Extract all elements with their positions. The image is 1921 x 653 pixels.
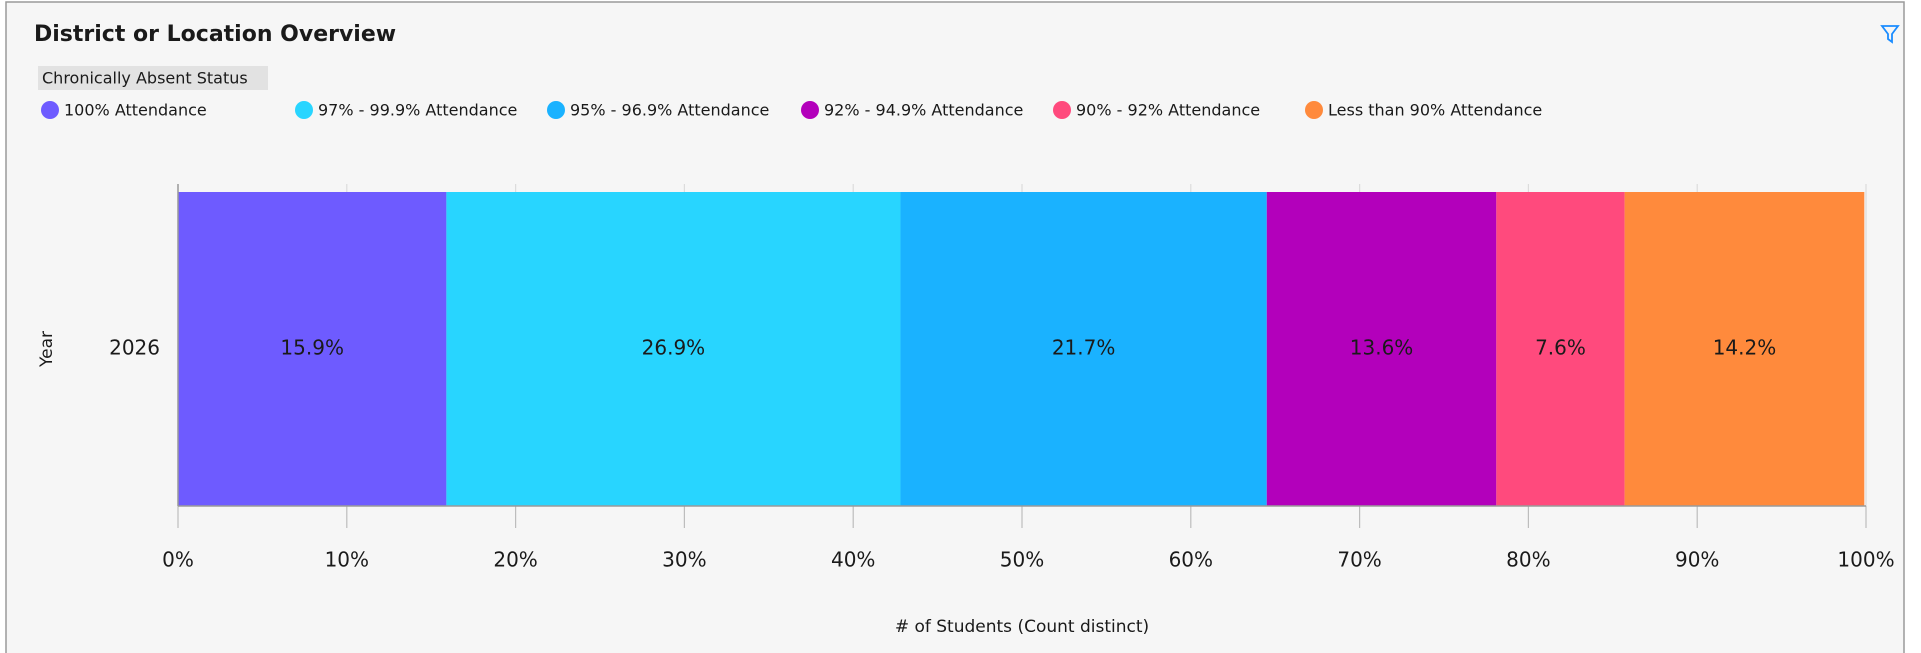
x-tick-label: 40% bbox=[831, 548, 875, 572]
legend-swatch bbox=[1053, 101, 1071, 119]
x-tick-label: 80% bbox=[1506, 548, 1550, 572]
x-axis-title: # of Students (Count distinct) bbox=[895, 617, 1149, 637]
legend-label: 100% Attendance bbox=[64, 101, 207, 120]
x-tick-label: 70% bbox=[1337, 548, 1381, 572]
filter-icon[interactable] bbox=[1880, 25, 1900, 44]
data-label: 15.9% bbox=[280, 336, 344, 360]
x-tick-label: 30% bbox=[662, 548, 706, 572]
legend-swatch bbox=[801, 101, 819, 119]
x-tick-label: 10% bbox=[325, 548, 369, 572]
legend-label: 92% - 94.9% Attendance bbox=[824, 101, 1023, 120]
x-tick-label: 100% bbox=[1837, 548, 1894, 572]
legend-label: 97% - 99.9% Attendance bbox=[318, 101, 517, 120]
legend-label: 95% - 96.9% Attendance bbox=[570, 101, 769, 120]
data-label: 7.6% bbox=[1535, 336, 1586, 360]
x-tick-label: 50% bbox=[1000, 548, 1044, 572]
x-tick-label: 90% bbox=[1675, 548, 1719, 572]
x-tick-label: 60% bbox=[1169, 548, 1213, 572]
bar-segment bbox=[178, 192, 447, 506]
legend-title-bg bbox=[38, 66, 268, 90]
bar-segment bbox=[1496, 192, 1625, 506]
data-label: 26.9% bbox=[642, 336, 706, 360]
data-label: 13.6% bbox=[1350, 336, 1414, 360]
legend-label: Less than 90% Attendance bbox=[1328, 101, 1542, 120]
legend-swatch bbox=[41, 101, 59, 119]
x-tick-label: 20% bbox=[493, 548, 537, 572]
y-axis-title: Year bbox=[37, 331, 57, 368]
data-label: 21.7% bbox=[1052, 336, 1116, 360]
bar-segment bbox=[900, 192, 1267, 506]
x-tick-label: 0% bbox=[162, 548, 194, 572]
filter-icon-path[interactable] bbox=[1880, 25, 1900, 44]
chart-title: District or Location Overview bbox=[34, 22, 396, 47]
bar-segment bbox=[1266, 192, 1497, 506]
bar-segment bbox=[446, 192, 901, 506]
bar-segment bbox=[1624, 192, 1865, 506]
y-tick-label: 2026 bbox=[109, 336, 160, 360]
legend-swatch bbox=[1305, 101, 1323, 119]
data-label: 14.2% bbox=[1713, 336, 1777, 360]
legend-swatch bbox=[547, 101, 565, 119]
legend-title: Chronically Absent Status bbox=[42, 69, 248, 88]
legend-swatch bbox=[295, 101, 313, 119]
legend-label: 90% - 92% Attendance bbox=[1076, 101, 1260, 120]
